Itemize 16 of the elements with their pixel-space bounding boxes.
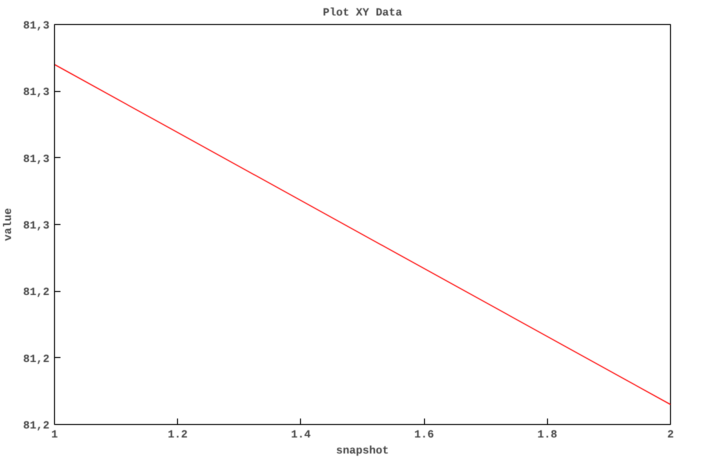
x-tick-label: 1.4 <box>291 430 312 442</box>
x-tick-label: 2 <box>667 430 674 442</box>
y-axis-title: value <box>3 208 16 242</box>
y-tick-label: 81,2 <box>23 354 50 366</box>
x-tick-label: 1 <box>51 430 58 442</box>
x-tick-label: 1.2 <box>168 430 188 442</box>
chart-title: Plot XY Data <box>322 8 403 20</box>
y-tick-label: 81,2 <box>23 287 50 300</box>
y-tick-label: 81,3 <box>23 220 50 232</box>
x-axis-title: snapshot <box>336 446 389 458</box>
y-tick-label: 81,3 <box>23 154 50 166</box>
y-tick-label: 81,3 <box>23 20 50 32</box>
x-tick-label: 1.8 <box>537 430 558 442</box>
x-tick-label: 1.6 <box>414 430 434 442</box>
y-tick-label: 81,2 <box>23 420 50 432</box>
y-tick-label: 81,3 <box>23 87 50 100</box>
